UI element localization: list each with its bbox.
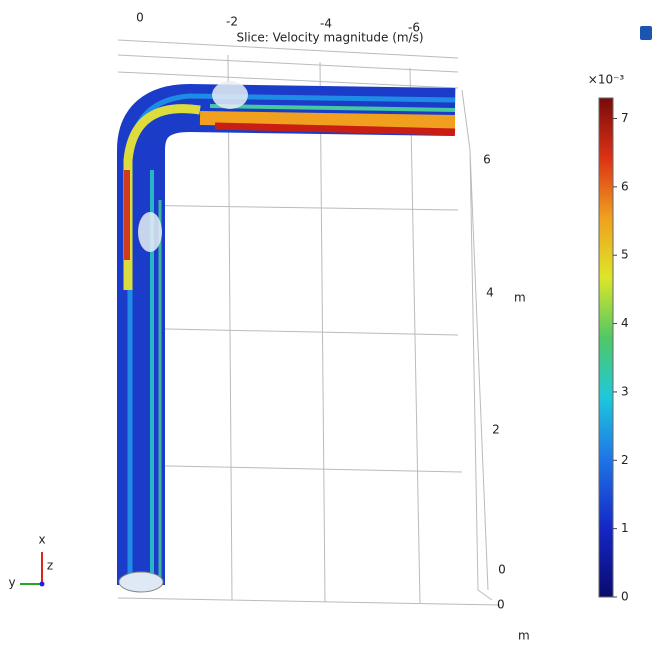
plot-title: Slice: Velocity magnitude (m/s) [236,31,423,45]
triad-x: x [38,533,45,547]
colorbar [598,97,614,598]
colorbar-tick-label: 5 [621,248,629,262]
right-axis: 6 4 2 0 [483,153,506,577]
colorbar-tick-label: 6 [621,179,629,193]
pipe [117,81,456,593]
top-axis-label: -4 [320,17,332,31]
triad-y: y [8,576,15,590]
axis-triad: x y z [8,533,53,590]
colorbar-tick-label: 4 [621,316,629,330]
colorbar-tick-label: 3 [621,384,629,398]
right-axis-label: 0 [498,563,506,577]
colorbar-tick-label: 0 [621,590,629,604]
colorbar-tick-label: 2 [621,453,629,467]
right-axis-label: 6 [483,153,491,167]
colorbar-multiplier: ×10⁻³ [588,73,625,87]
right-axis-label: 2 [492,423,500,437]
triad-z: z [47,559,53,573]
bottom-axis-unit: m [518,629,530,643]
right-axis-label: 4 [486,286,494,300]
toolbar-icon[interactable] [640,26,652,40]
colorbar-tick-label: 7 [621,111,629,125]
top-axis-label: -6 [408,21,420,35]
top-axis-label: 0 [136,11,144,25]
grid [117,39,501,606]
right-axis-unit: m [514,291,526,305]
colorbar-tick-label: 1 [621,521,629,535]
top-axis-label: -2 [226,15,238,29]
bottom-axis-label: 0 [497,598,505,612]
top-axis: 0 -2 -4 -6 [136,11,420,35]
